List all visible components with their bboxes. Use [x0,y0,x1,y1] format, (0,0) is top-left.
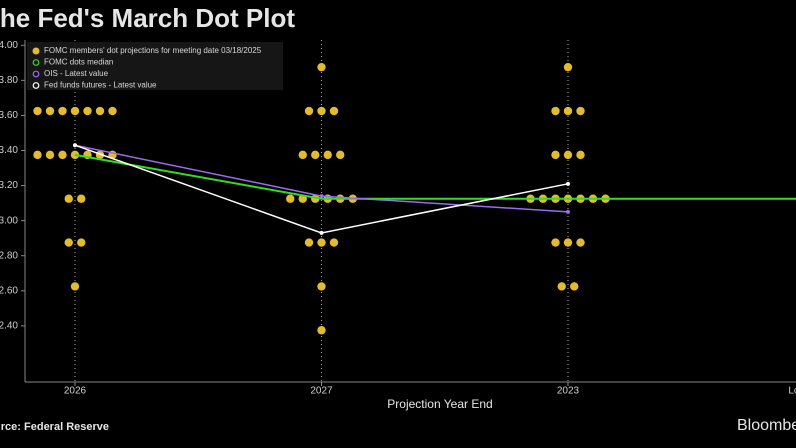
legend-marker [32,59,40,66]
series-point [566,181,570,186]
dot [576,238,585,247]
source: Source: Federal Reserve [0,421,109,433]
dot [45,150,55,160]
dot [108,106,117,116]
dot [563,106,573,116]
dot [45,106,55,116]
dot [83,106,92,116]
series-point [319,194,324,199]
dot [551,238,560,247]
legend-box [27,42,283,90]
dot [77,238,86,247]
dot [317,238,326,247]
dot [317,106,326,116]
x-tick-label: 2027 [310,386,333,397]
dot [551,106,560,116]
dot [563,238,573,247]
series-line [74,144,569,213]
y-tick-label: 4.00 [0,40,18,51]
dot [576,150,585,160]
dot [323,150,332,160]
y-tick-label: 3.20 [0,180,18,191]
dot [317,326,326,335]
dot [70,106,80,116]
dot [329,238,339,247]
dot [70,282,80,291]
dot [317,62,326,72]
dot [570,282,579,291]
y-tick-label: 3.60 [0,110,18,121]
legend-label: FOMC dots median [44,58,113,67]
dot [576,106,585,116]
dot [311,150,320,160]
x-tick-label: 2023 [557,386,580,397]
legend-marker [32,47,40,55]
dot [64,238,73,247]
y-tick-label: 3.40 [0,145,18,156]
dot [336,150,345,160]
chart-title: The Fed's March Dot Plot [0,3,295,33]
watermark: Bloomberg [737,417,796,434]
dot [304,106,314,116]
legend-label: FOMC members' dot projections for meetin… [44,46,262,55]
dot [551,150,560,160]
y-tick-label: 2.40 [0,321,18,332]
dot [286,194,295,203]
x-tick-label: 2026 [64,386,87,397]
dot [298,150,307,160]
y-tick-label: 3.80 [0,75,18,86]
legend-marker [32,82,40,89]
series-point [566,209,570,214]
legend-label: Fed funds futures - Latest value [44,81,157,90]
dot [563,62,573,72]
y-tick-label: 2.60 [0,285,18,296]
dot [557,282,566,291]
x-axis-label: Projection Year End [387,397,492,411]
dot [33,150,42,160]
dot [64,194,73,203]
dot [95,106,105,116]
dot [58,150,67,160]
series-point [73,143,77,148]
dot [77,194,86,203]
series-point [319,230,324,235]
y-tick-label: 2.80 [0,250,18,261]
legend-label: OIS - Latest value [44,69,109,78]
series-line [74,144,569,234]
legend-marker [32,70,40,78]
y-tick-label: 3.00 [0,215,18,226]
x-tick-label: Longer Run [788,386,796,397]
dot [58,106,67,116]
dot [33,106,42,116]
dot [563,150,573,160]
dot [329,106,339,116]
dot [317,282,326,291]
dot [304,238,314,247]
series-line [74,153,796,200]
